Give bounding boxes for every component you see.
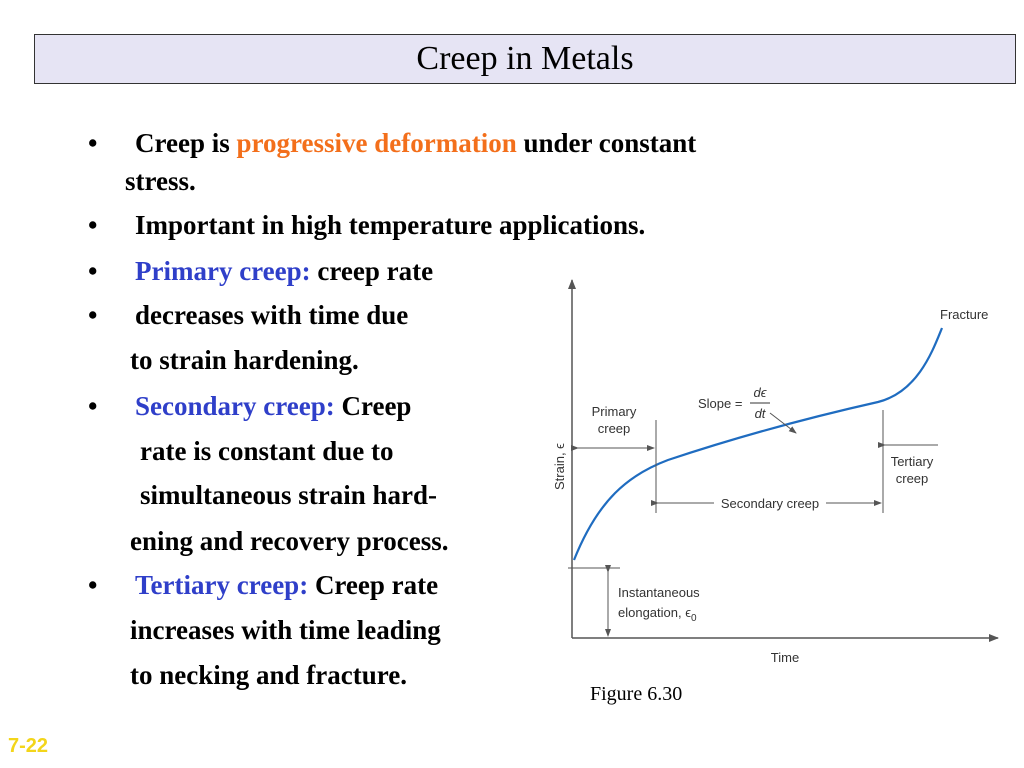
- bullet-creep-definition-cont: stress.: [125, 166, 196, 196]
- bullet-tertiary-creep: Tertiary creep: Creep rate: [135, 569, 438, 601]
- slide-number: 7-22: [8, 735, 49, 757]
- text-segment: under constant: [516, 128, 697, 158]
- highlight-progressive-deformation: progressive deformation: [236, 128, 517, 158]
- tertiary-creep-term: Tertiary creep:: [135, 570, 309, 600]
- bullet-secondary-line2: rate is constant due to: [140, 436, 394, 466]
- bullet-marker: •: [88, 300, 98, 330]
- figure-caption: Figure 6.30: [590, 683, 683, 705]
- tertiary-label-2: creep: [896, 471, 929, 486]
- instantaneous-label-text: elongation, ϵ: [618, 605, 691, 620]
- bullet-marker: •: [88, 128, 98, 158]
- slope-numerator: dϵ: [754, 385, 767, 400]
- page-title: Creep in Metals: [416, 40, 634, 77]
- bullet-tertiary-line2: increases with time leading: [130, 615, 441, 645]
- slope-label: Slope =: [698, 396, 742, 411]
- text-segment: creep rate: [310, 256, 434, 286]
- title-box: Creep in Metals: [34, 34, 1016, 84]
- creep-curve: [572, 327, 944, 561]
- bullet-marker: •: [88, 570, 98, 600]
- bullet-secondary-line4: ening and recovery process.: [130, 526, 449, 556]
- bullet-secondary-creep: Secondary creep: Creep: [135, 390, 411, 422]
- bullet-decreases-cont: to strain hardening.: [130, 345, 359, 375]
- text-segment: Creep: [334, 391, 412, 421]
- primary-creep-term: Primary creep:: [135, 256, 311, 286]
- bullet-marker: •: [88, 391, 98, 421]
- instantaneous-label-1: Instantaneous: [618, 585, 700, 600]
- bullet-marker: •: [88, 256, 98, 286]
- bullet-high-temperature: Important in high temperature applicatio…: [135, 210, 646, 240]
- primary-label-2: creep: [598, 421, 631, 436]
- creep-curve-diagram: Primary creep Secondary creep Tertiary c…: [552, 279, 999, 665]
- bullet-tertiary-line3: to necking and fracture.: [130, 660, 407, 690]
- bullet-creep-definition: Creep is progressive deformation under c…: [135, 127, 696, 159]
- y-axis-label: Strain, ϵ: [552, 443, 567, 490]
- bullet-marker: •: [88, 210, 98, 240]
- bullet-secondary-line3: simultaneous strain hard-: [140, 480, 438, 510]
- text-segment: Creep rate: [308, 570, 439, 600]
- secondary-label: Secondary creep: [721, 496, 819, 511]
- slope-arrow: [769, 412, 797, 434]
- bullet-primary-creep: Primary creep: creep rate: [135, 255, 433, 287]
- fracture-label: Fracture: [940, 307, 988, 322]
- primary-label-1: Primary: [592, 404, 637, 419]
- secondary-creep-term: Secondary creep:: [135, 391, 335, 421]
- text-segment: Creep is: [135, 128, 237, 158]
- x-axis-label: Time: [771, 650, 799, 665]
- bullet-decreases: decreases with time due: [135, 300, 409, 330]
- slope-denominator: dt: [755, 406, 767, 421]
- instantaneous-label-2: elongation, ϵ0: [618, 605, 697, 624]
- instantaneous-subscript: 0: [691, 613, 697, 624]
- tertiary-label-1: Tertiary: [891, 454, 934, 469]
